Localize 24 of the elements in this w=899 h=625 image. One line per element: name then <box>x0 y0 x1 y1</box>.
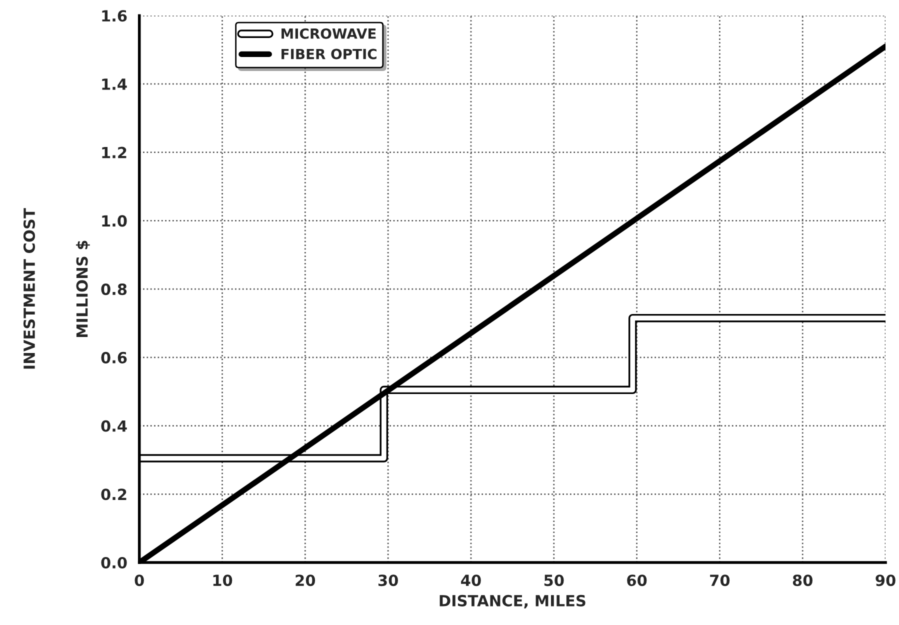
y-tick-label: 0.6 <box>101 352 127 364</box>
x-tick-label: 40 <box>461 574 481 586</box>
y-tick-label: 0.8 <box>101 284 127 296</box>
x-tick-label: 60 <box>627 574 647 586</box>
x-tick-label: 20 <box>296 574 316 586</box>
y-tick-label: 0.2 <box>101 488 126 500</box>
x-tick-label: 50 <box>544 574 564 586</box>
x-tick-label: 10 <box>213 574 232 586</box>
x-tick-label: 80 <box>792 574 813 586</box>
legend-label: FIBER OPTIC <box>282 48 376 60</box>
y-axis-title: INVESTMENT COST <box>23 208 36 369</box>
y-tick-label: 0.4 <box>101 420 127 432</box>
y-tick-label: 1.0 <box>102 215 127 227</box>
x-tick-label: 0 <box>134 574 144 586</box>
y-tick-label: 1.2 <box>102 146 126 158</box>
x-tick-label: 30 <box>378 574 398 586</box>
y-tick-label: 1.6 <box>102 10 127 22</box>
text: MILLIONS $ <box>76 240 90 338</box>
x-axis-title: DISTANCE, MILES <box>440 594 586 608</box>
x-tick-label: 70 <box>710 574 730 586</box>
x-tick-label: 90 <box>876 574 896 586</box>
y-tick-label: 0.0 <box>101 556 127 569</box>
y-tick-label: 1.4 <box>102 78 127 90</box>
legend-label: MICROWAVE <box>282 28 376 39</box>
